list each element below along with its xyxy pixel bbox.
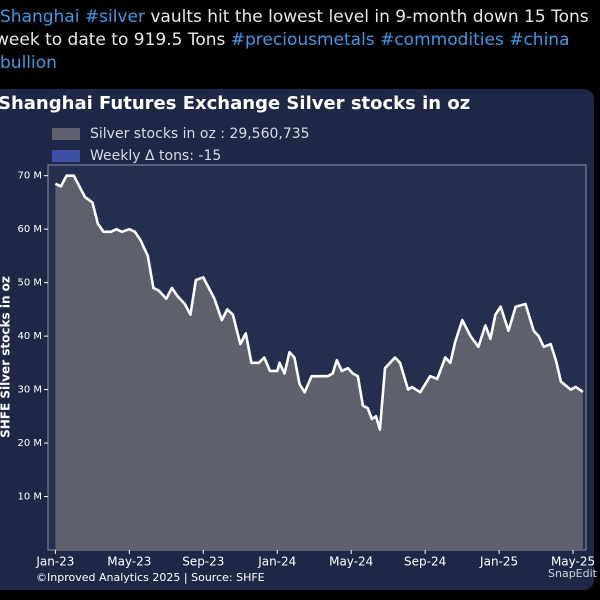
- x-tick-label: Sep-24: [404, 555, 446, 569]
- hashtag[interactable]: #commodities: [380, 30, 504, 50]
- y-tick-label: 10 M: [17, 492, 42, 503]
- legend-label: Weekly Δ tons: -15: [90, 148, 221, 164]
- x-tick-label: May-23: [107, 555, 151, 569]
- x-tick-label: Sep-23: [182, 555, 224, 569]
- line: [54, 174, 584, 431]
- footer: ©Inproved Analytics 2025 | Source: SHFE: [36, 571, 265, 584]
- hashtag[interactable]: bullion: [0, 53, 57, 73]
- y-tick-label: 20 M: [17, 438, 42, 449]
- y-tick-label: 70 M: [17, 171, 42, 182]
- tweet-line: Shanghai #silver vaults hit the lowest l…: [0, 6, 600, 29]
- tweet-line: week to date to 919.5 Tons #preciousmeta…: [0, 29, 600, 52]
- y-axis-label: SHFE Silver stocks in oz: [0, 276, 13, 438]
- x-tick-label: Jan-25: [479, 555, 518, 569]
- area: [55, 175, 583, 550]
- x-tick-label: May-25: [551, 555, 595, 569]
- tweet-line: bullion: [0, 52, 600, 75]
- y-tick-label: 60 M: [17, 224, 42, 235]
- tweet-segment: vaults hit the lowest level in 9-month d…: [150, 7, 589, 27]
- hashtag[interactable]: Shanghai: [0, 7, 80, 27]
- x-tick-label: May-24: [329, 555, 373, 569]
- y-tick-label: 40 M: [17, 331, 42, 342]
- y-tick-label: 50 M: [17, 278, 42, 289]
- hashtag[interactable]: #preciousmetals: [230, 30, 375, 50]
- legend-label: Silver stocks in oz : 29,560,735: [90, 126, 310, 142]
- x-tick-label: Jan-24: [257, 555, 296, 569]
- tweet-text: Shanghai #silver vaults hit the lowest l…: [0, 6, 600, 75]
- watermark: SnapEdit: [548, 567, 598, 580]
- hashtag[interactable]: #china: [509, 30, 570, 50]
- x-tick-label: Jan-23: [35, 555, 74, 569]
- hashtag[interactable]: #silver: [84, 7, 145, 27]
- chart-title: Shanghai Futures Exchange Silver stocks …: [0, 93, 470, 114]
- tweet-segment: week to date to 919.5 Tons: [0, 30, 226, 50]
- y-tick-label: 30 M: [17, 385, 42, 396]
- legend-swatch: [52, 128, 80, 140]
- legend-swatch: [52, 150, 80, 162]
